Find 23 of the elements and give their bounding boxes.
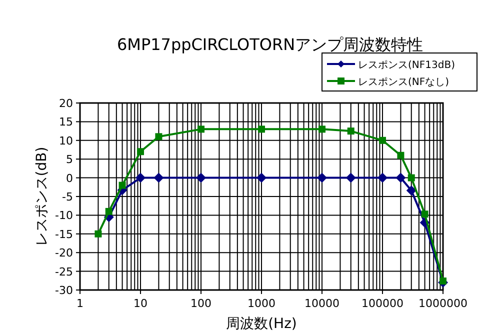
legend-label: レスポンス(NF13dB) bbox=[358, 60, 456, 71]
x-axis-title: 周波数(Hz) bbox=[226, 316, 297, 332]
y-tick-label: 5 bbox=[66, 153, 73, 166]
y-tick-label: -25 bbox=[55, 265, 73, 278]
x-tick-label: 100000 bbox=[362, 297, 404, 310]
x-tick-label: 1000 bbox=[248, 297, 276, 310]
x-tick-label: 10000 bbox=[304, 297, 340, 310]
y-tick-label: 20 bbox=[59, 97, 73, 110]
y-tick-label: -15 bbox=[55, 228, 73, 241]
chart-title: 6MP17ppCIRCLOTORNアンプ周波数特性 bbox=[116, 35, 424, 54]
y-tick-label: 0 bbox=[66, 172, 73, 185]
y-tick-label: -5 bbox=[62, 190, 73, 204]
x-tick-label: 100 bbox=[190, 297, 212, 310]
x-tick-label: 1000000 bbox=[418, 297, 468, 310]
y-tick-label: 15 bbox=[59, 116, 73, 129]
y-tick-label: -10 bbox=[55, 209, 73, 222]
y-tick-label: -30 bbox=[55, 284, 73, 297]
y-axis-title: レスポンス(dB) bbox=[34, 146, 50, 246]
x-tick-label: 1 bbox=[76, 297, 84, 310]
x-tick-label: 10 bbox=[134, 297, 148, 310]
legend-label: レスポンス(NFなし) bbox=[358, 77, 450, 88]
y-tick-label: 10 bbox=[59, 134, 73, 148]
y-tick-label: -20 bbox=[55, 246, 73, 260]
